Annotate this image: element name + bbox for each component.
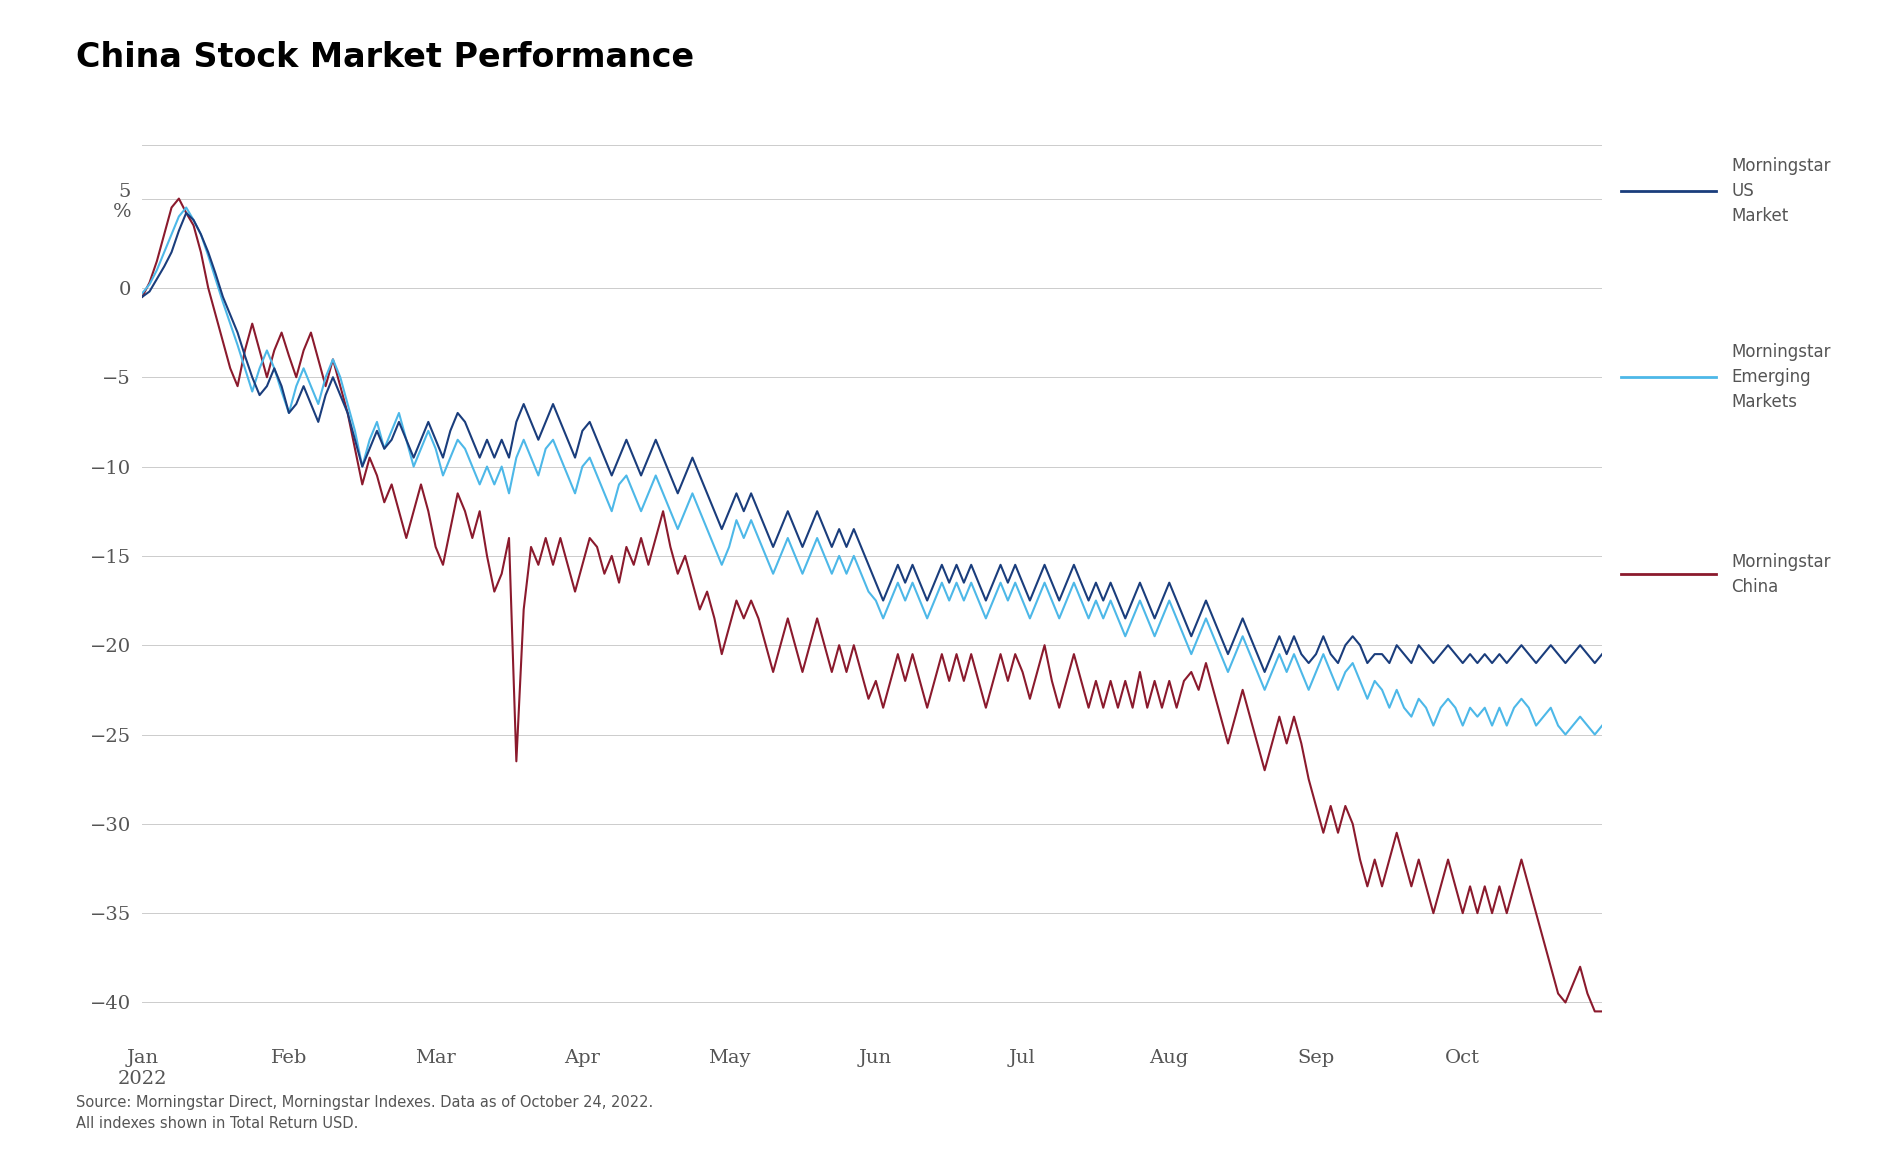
Text: China Stock Market Performance: China Stock Market Performance bbox=[76, 41, 694, 73]
Text: Morningstar
China: Morningstar China bbox=[1731, 552, 1830, 596]
Text: Morningstar
US
Market: Morningstar US Market bbox=[1731, 158, 1830, 225]
Text: Morningstar
Emerging
Markets: Morningstar Emerging Markets bbox=[1731, 343, 1830, 411]
Text: Source: Morningstar Direct, Morningstar Indexes. Data as of October 24, 2022.
Al: Source: Morningstar Direct, Morningstar … bbox=[76, 1095, 652, 1131]
